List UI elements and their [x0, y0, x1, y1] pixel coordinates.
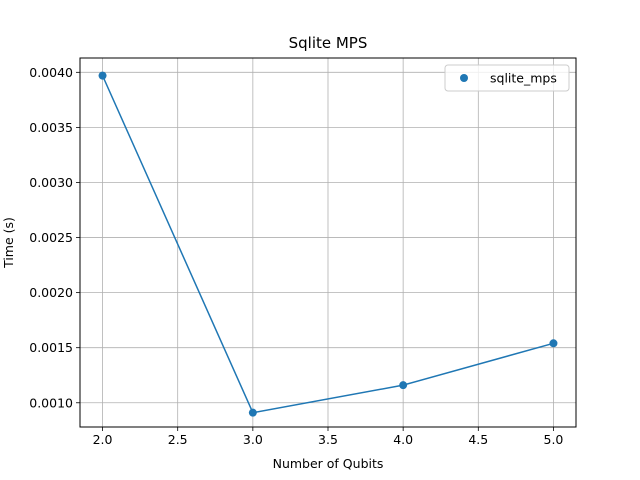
chart-title: Sqlite MPS: [289, 34, 368, 52]
y-tick-label: 0.0040: [29, 65, 73, 80]
legend-marker: [460, 74, 468, 82]
y-axis-label: Time (s): [1, 217, 16, 269]
ticks: 2.0 2.5 3.0 3.5 4.0 4.5 5.0 0.0010 0.0015 0.0020 0…: [29, 65, 563, 447]
grid: [80, 58, 576, 427]
data-point: [98, 71, 107, 80]
x-axis-label: Number of Qubits: [273, 456, 384, 471]
x-tick-label: 5.0: [544, 432, 564, 447]
y-tick-label: 0.0020: [29, 285, 73, 300]
data-point: [399, 381, 408, 390]
legend: sqlite_mps: [444, 64, 570, 92]
x-tick-label: 3.0: [243, 432, 263, 447]
legend-box: [444, 64, 570, 92]
data-point: [549, 339, 558, 348]
y-tick-label: 0.0010: [29, 395, 73, 410]
x-tick-label: 4.0: [393, 432, 413, 447]
x-tick-label: 2.0: [93, 432, 113, 447]
x-tick-label: 3.5: [318, 432, 338, 447]
y-tick-label: 0.0015: [29, 340, 73, 355]
data-point: [248, 408, 257, 417]
series-layer: [98, 71, 558, 417]
x-tick-label: 2.5: [168, 432, 188, 447]
y-tick-label: 0.0035: [29, 120, 73, 135]
x-tick-label: 4.5: [468, 432, 488, 447]
y-tick-label: 0.0030: [29, 175, 73, 190]
legend-label: sqlite_mps: [490, 71, 557, 86]
series-line: [101, 75, 554, 414]
y-tick-label: 0.0025: [29, 230, 73, 245]
